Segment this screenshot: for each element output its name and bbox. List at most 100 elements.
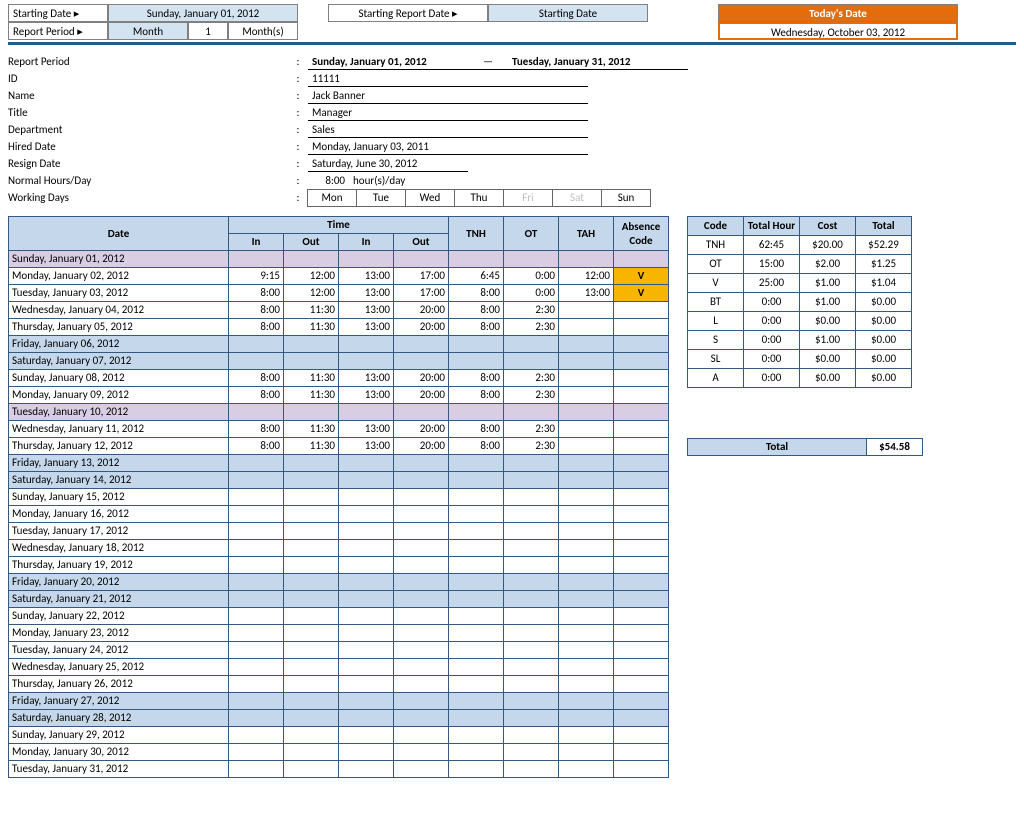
table-row[interactable]: Saturday, January 21, 2012 <box>9 591 669 608</box>
starting-date-label: Starting Date ▸ <box>8 4 108 22</box>
report-period-unit: Month(s) <box>228 22 298 40</box>
info-section: Report Period : Sunday, January 01, 2012… <box>8 53 1016 206</box>
header-row-2: Report Period ▸ Month 1 Month(s) Wednesd… <box>8 22 1016 40</box>
report-period-num[interactable]: 1 <box>188 22 228 40</box>
th-ot: OT <box>504 217 559 251</box>
th-date: Date <box>9 217 229 251</box>
info-name-label: Name <box>8 87 288 104</box>
report-period-end: Tuesday, January 31, 2012 <box>508 53 688 70</box>
summary-panel: Code Total Hour Cost Total TNH62:45$20.0… <box>687 216 923 456</box>
summary-table: Code Total Hour Cost Total TNH62:45$20.0… <box>687 216 912 388</box>
summary-row: BT0:00$1.00$0.00 <box>688 293 912 312</box>
th-tnh: TNH <box>449 217 504 251</box>
th-out1: Out <box>284 234 339 251</box>
starting-report-label: Starting Report Date ▸ <box>328 4 488 22</box>
table-row[interactable]: Sunday, January 01, 2012 <box>9 251 669 268</box>
working-days: MonTueWedThuFriSatSun <box>308 189 651 206</box>
time-table: Date Time TNH OT TAH Absence Code In Out… <box>8 216 669 778</box>
day-fri[interactable]: Fri <box>503 189 553 207</box>
grand-total-label: Total <box>687 438 867 456</box>
sth-code: Code <box>688 217 744 236</box>
summary-row: SL0:00$0.00$0.00 <box>688 350 912 369</box>
table-row[interactable]: Wednesday, January 11, 20128:0011:3013:0… <box>9 421 669 438</box>
th-in1: In <box>229 234 284 251</box>
th-tah: TAH <box>559 217 614 251</box>
starting-date-value[interactable]: Sunday, January 01, 2012 <box>108 4 298 22</box>
table-row[interactable]: Monday, January 30, 2012 <box>9 744 669 761</box>
sth-hour: Total Hour <box>744 217 800 236</box>
header-row-1: Starting Date ▸ Sunday, January 01, 2012… <box>8 4 1016 22</box>
table-row[interactable]: Wednesday, January 18, 2012 <box>9 540 669 557</box>
period-dash: — <box>468 53 508 70</box>
report-period-start: Sunday, January 01, 2012 <box>308 53 468 70</box>
summary-row: A0:00$0.00$0.00 <box>688 369 912 388</box>
info-id-label: ID <box>8 70 288 87</box>
info-report-period-label: Report Period <box>8 53 288 70</box>
report-period-label: Report Period ▸ <box>8 22 108 40</box>
table-row[interactable]: Friday, January 20, 2012 <box>9 574 669 591</box>
table-row[interactable]: Tuesday, January 31, 2012 <box>9 761 669 778</box>
sth-total: Total <box>856 217 912 236</box>
todays-date-value: Wednesday, October 03, 2012 <box>718 22 958 40</box>
starting-report-value[interactable]: Starting Date <box>488 4 648 22</box>
summary-row: OT15:00$2.00$1.25 <box>688 255 912 274</box>
table-row[interactable]: Saturday, January 28, 2012 <box>9 710 669 727</box>
info-hours-unit: hour(s)/day <box>353 172 405 189</box>
info-dept[interactable]: Sales <box>308 121 588 138</box>
summary-row: V25:00$1.00$1.04 <box>688 274 912 293</box>
th-time: Time <box>229 217 449 234</box>
table-row[interactable]: Monday, January 02, 20129:1512:0013:0017… <box>9 268 669 285</box>
info-name[interactable]: Jack Banner <box>308 87 588 104</box>
info-resign[interactable]: Saturday, June 30, 2012 <box>308 155 468 172</box>
info-title-label: Title <box>8 104 288 121</box>
th-in2: In <box>339 234 394 251</box>
summary-row: TNH62:45$20.00$52.29 <box>688 236 912 255</box>
table-row[interactable]: Thursday, January 19, 2012 <box>9 557 669 574</box>
info-id[interactable]: 11111 <box>308 70 588 87</box>
table-row[interactable]: Wednesday, January 04, 20128:0011:3013:0… <box>9 302 669 319</box>
grand-total: Total $54.58 <box>687 438 923 456</box>
day-wed[interactable]: Wed <box>405 189 455 207</box>
table-row[interactable]: Wednesday, January 25, 2012 <box>9 659 669 676</box>
day-sat[interactable]: Sat <box>552 189 602 207</box>
todays-date-label: Today's Date <box>718 4 958 22</box>
table-row[interactable]: Tuesday, January 03, 20128:0012:0013:001… <box>9 285 669 302</box>
info-hours[interactable]: 8:00 <box>308 172 353 189</box>
table-row[interactable]: Friday, January 27, 2012 <box>9 693 669 710</box>
th-out2: Out <box>394 234 449 251</box>
sth-cost: Cost <box>800 217 856 236</box>
day-thu[interactable]: Thu <box>454 189 504 207</box>
info-hired[interactable]: Monday, January 03, 2011 <box>308 138 588 155</box>
day-sun[interactable]: Sun <box>601 189 651 207</box>
table-row[interactable]: Thursday, January 26, 2012 <box>9 676 669 693</box>
table-row[interactable]: Thursday, January 05, 20128:0011:3013:00… <box>9 319 669 336</box>
table-row[interactable]: Tuesday, January 10, 2012 <box>9 404 669 421</box>
info-dept-label: Department <box>8 121 288 138</box>
info-hired-label: Hired Date <box>8 138 288 155</box>
info-working-label: Working Days <box>8 189 288 206</box>
table-row[interactable]: Sunday, January 08, 20128:0011:3013:0020… <box>9 370 669 387</box>
table-row[interactable]: Sunday, January 29, 2012 <box>9 727 669 744</box>
table-row[interactable]: Monday, January 09, 20128:0011:3013:0020… <box>9 387 669 404</box>
report-period-type[interactable]: Month <box>108 22 188 40</box>
table-row[interactable]: Sunday, January 15, 2012 <box>9 489 669 506</box>
table-row[interactable]: Monday, January 16, 2012 <box>9 506 669 523</box>
day-tue[interactable]: Tue <box>356 189 406 207</box>
table-row[interactable]: Tuesday, January 24, 2012 <box>9 642 669 659</box>
table-row[interactable]: Friday, January 06, 2012 <box>9 336 669 353</box>
info-title[interactable]: Manager <box>308 104 588 121</box>
table-row[interactable]: Tuesday, January 17, 2012 <box>9 523 669 540</box>
info-resign-label: Resign Date <box>8 155 288 172</box>
summary-row: L0:00$0.00$0.00 <box>688 312 912 331</box>
header-divider <box>8 42 1016 45</box>
grand-total-value: $54.58 <box>867 438 923 456</box>
table-row[interactable]: Saturday, January 07, 2012 <box>9 353 669 370</box>
th-abs: Absence Code <box>614 217 669 251</box>
info-hours-label: Normal Hours/Day <box>8 172 288 189</box>
table-row[interactable]: Thursday, January 12, 20128:0011:3013:00… <box>9 438 669 455</box>
table-row[interactable]: Saturday, January 14, 2012 <box>9 472 669 489</box>
table-row[interactable]: Monday, January 23, 2012 <box>9 625 669 642</box>
table-row[interactable]: Sunday, January 22, 2012 <box>9 608 669 625</box>
table-row[interactable]: Friday, January 13, 2012 <box>9 455 669 472</box>
day-mon[interactable]: Mon <box>307 189 357 207</box>
